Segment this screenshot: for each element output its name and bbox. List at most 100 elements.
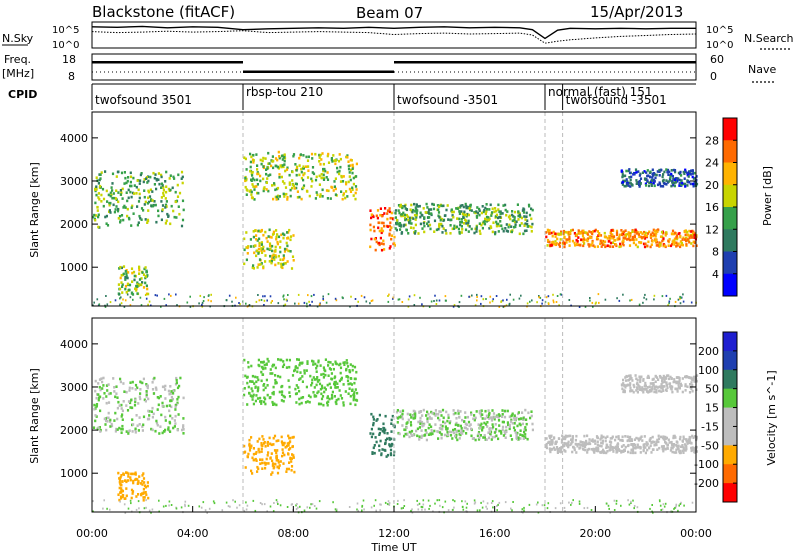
echo-point	[352, 182, 355, 186]
echo-point	[494, 207, 497, 210]
echo-point	[104, 215, 107, 219]
echo-point	[691, 389, 694, 393]
echo-point	[610, 229, 613, 232]
echo-point	[326, 154, 329, 158]
echo-point	[431, 411, 434, 415]
colorbar-tick-label: -200	[694, 477, 719, 490]
echo-point	[528, 224, 531, 228]
echo-point	[628, 181, 631, 185]
noise-point	[552, 301, 555, 304]
echo-point	[511, 219, 514, 223]
echo-point	[466, 415, 469, 419]
echo-point	[564, 450, 567, 453]
echo-point	[493, 431, 496, 434]
echo-point	[277, 235, 281, 239]
echo-point	[309, 395, 312, 399]
echo-point	[138, 395, 141, 399]
echo-point	[340, 190, 343, 193]
echo-point	[259, 400, 262, 403]
echo-point	[629, 389, 632, 393]
noise-point	[407, 298, 410, 301]
echo-point	[651, 172, 654, 176]
echo-point	[298, 173, 301, 177]
echo-point	[623, 390, 626, 394]
echo-point	[147, 292, 150, 296]
echo-point	[433, 429, 436, 433]
echo-point	[427, 208, 431, 211]
echo-point	[130, 267, 134, 270]
echo-point	[105, 401, 108, 405]
echo-point	[600, 444, 603, 448]
echo-point	[121, 480, 124, 483]
colorbar-swatch	[723, 332, 737, 352]
echo-point	[303, 369, 306, 372]
echo-point	[648, 171, 651, 174]
echo-point	[517, 436, 520, 439]
echo-point	[629, 439, 632, 443]
echo-point	[180, 224, 184, 228]
colorbar-tick-label: 200	[698, 345, 719, 358]
noise-point	[138, 507, 140, 510]
echo-point	[591, 241, 594, 244]
echo-point	[473, 414, 476, 417]
echo-point	[590, 439, 593, 442]
echo-point	[353, 365, 357, 369]
echo-point	[415, 211, 418, 215]
echo-point	[95, 185, 98, 188]
echo-point	[181, 199, 185, 203]
echo-point	[468, 424, 471, 428]
echo-point	[381, 214, 384, 218]
echo-point	[637, 437, 640, 440]
echo-point	[681, 444, 684, 447]
echo-point	[95, 396, 98, 400]
echo-point	[419, 222, 422, 226]
echo-point	[663, 376, 666, 379]
echo-point	[674, 436, 677, 439]
echo-point	[317, 360, 320, 364]
echo-point	[169, 188, 172, 192]
echo-point	[485, 438, 488, 441]
noise-point	[653, 294, 656, 297]
echo-point	[173, 425, 176, 428]
echo-point	[675, 245, 678, 248]
noise-point	[552, 293, 554, 296]
echo-point	[260, 241, 263, 244]
echo-point	[290, 460, 293, 463]
echo-point	[455, 421, 458, 425]
noise-point	[102, 507, 104, 510]
echo-point	[160, 182, 164, 186]
velocity-colorbar-label: Velocity [m s^-1]	[765, 370, 778, 465]
echo-point	[622, 444, 625, 447]
noise-point	[270, 301, 272, 304]
echo-point	[327, 189, 330, 193]
noise-point	[410, 509, 412, 512]
echo-point	[427, 433, 430, 436]
colorbar-swatch	[723, 407, 737, 427]
echo-point	[652, 228, 655, 232]
noise-point	[260, 299, 263, 301]
echo-point	[497, 208, 500, 211]
echo-point	[275, 237, 278, 241]
echo-point	[511, 422, 514, 425]
echo-point	[324, 358, 327, 361]
echo-point	[125, 494, 128, 498]
echo-point	[470, 411, 473, 415]
echo-point	[300, 401, 303, 405]
echo-point	[646, 376, 649, 379]
echo-point	[279, 460, 282, 463]
echo-point	[132, 270, 136, 274]
echo-point	[670, 446, 673, 450]
noise-point	[521, 508, 524, 511]
echo-point	[594, 448, 597, 451]
noise-point	[151, 508, 154, 511]
echo-point	[602, 435, 605, 439]
echo-point	[442, 219, 445, 222]
echo-point	[672, 183, 675, 187]
echo-point	[501, 227, 504, 231]
echo-point	[597, 448, 600, 451]
echo-point	[264, 386, 267, 390]
echo-point	[428, 223, 432, 227]
echo-point	[278, 195, 281, 198]
echo-point	[691, 229, 694, 233]
echo-point	[479, 434, 482, 437]
